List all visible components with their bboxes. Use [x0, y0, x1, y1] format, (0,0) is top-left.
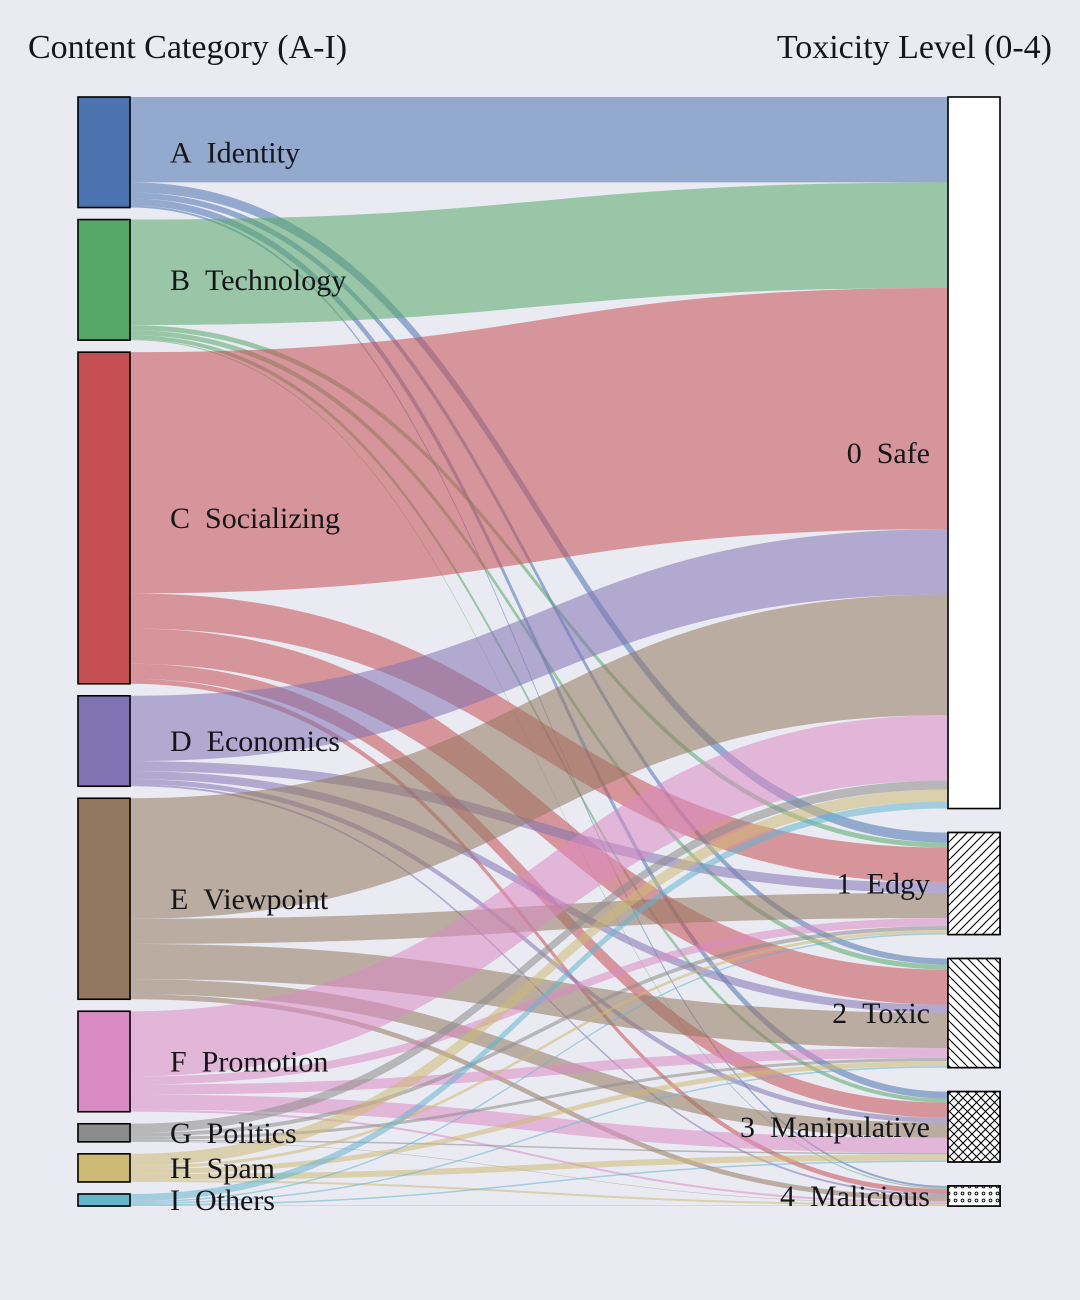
source-node-label-E: E Viewpoint	[170, 883, 329, 916]
source-node-label-F: F Promotion	[170, 1046, 328, 1079]
flow-F-3	[130, 1094, 948, 1153]
target-node-label-3: 3 Manipulative	[740, 1111, 930, 1144]
flow-I-3	[130, 1160, 948, 1206]
right-column-title: Toxicity Level (0-4)	[777, 29, 1052, 66]
flow-H-0	[130, 789, 948, 1166]
flow-G-0	[130, 780, 948, 1133]
flow-D-1	[130, 761, 948, 893]
flow-E-3	[130, 979, 948, 1138]
flow-C-0	[130, 287, 948, 594]
left-column-title: Content Category (A-I)	[28, 29, 347, 66]
target-node-0-base	[947, 96, 1001, 810]
target-node-4-hatch	[947, 1185, 1001, 1207]
flow-B-0	[130, 182, 948, 326]
source-node-H	[77, 1153, 131, 1183]
flow-F-4	[130, 1109, 948, 1204]
source-node-label-A: A Identity	[170, 136, 300, 169]
source-node-label-I: I Others	[170, 1184, 275, 1217]
flow-C-4	[130, 678, 948, 1194]
source-node-C	[77, 351, 131, 685]
flow-B-1	[130, 325, 948, 848]
source-node-B	[77, 218, 131, 341]
source-node-A	[77, 96, 131, 209]
flow-I-0	[130, 801, 948, 1202]
source-node-I	[77, 1193, 131, 1207]
source-node-label-H: H Spam	[170, 1152, 275, 1185]
source-node-label-G: G Politics	[170, 1117, 297, 1150]
flow-G-1	[130, 926, 948, 1137]
target-node-label-4: 4 Malicious	[780, 1180, 930, 1213]
source-node-G	[77, 1122, 131, 1143]
flow-F-2	[130, 1047, 948, 1095]
source-node-F	[77, 1010, 131, 1113]
flow-G-2	[130, 1058, 948, 1140]
flow-G-4	[130, 1141, 948, 1204]
target-node-2-hatch	[947, 957, 1001, 1069]
source-node-label-B: B Technology	[170, 264, 346, 297]
flow-G-3	[130, 1139, 948, 1155]
flow-E-2	[130, 943, 948, 1048]
target-node-label-2: 2 Toxic	[832, 997, 930, 1030]
flow-H-2	[130, 1061, 948, 1174]
source-node-E	[77, 797, 131, 1001]
flow-H-4	[130, 1179, 948, 1206]
source-node-D	[77, 694, 131, 788]
flow-A-2	[130, 192, 948, 965]
flow-E-0	[130, 594, 948, 919]
target-node-3-hatch	[947, 1090, 1001, 1163]
target-node-label-0: 0 Safe	[847, 437, 930, 470]
flow-H-1	[130, 930, 948, 1169]
flow-D-3	[130, 779, 948, 1123]
flow-F-0	[130, 715, 948, 1077]
source-node-label-C: C Socializing	[170, 502, 340, 535]
nodes-layer	[77, 96, 1001, 1207]
target-node-label-1: 1 Edgy	[837, 868, 930, 901]
target-node-1-hatch	[947, 831, 1001, 936]
flow-I-4	[130, 1205, 948, 1207]
flow-I-2	[130, 1066, 948, 1205]
flow-I-1	[130, 933, 948, 1203]
source-node-label-D: D Economics	[170, 725, 340, 758]
labels-layer: A Identity B Technology C Socializing D Eco…	[170, 136, 930, 1217]
flow-D-0	[130, 529, 948, 762]
flows-layer	[130, 97, 948, 1207]
flow-A-0	[130, 97, 948, 183]
